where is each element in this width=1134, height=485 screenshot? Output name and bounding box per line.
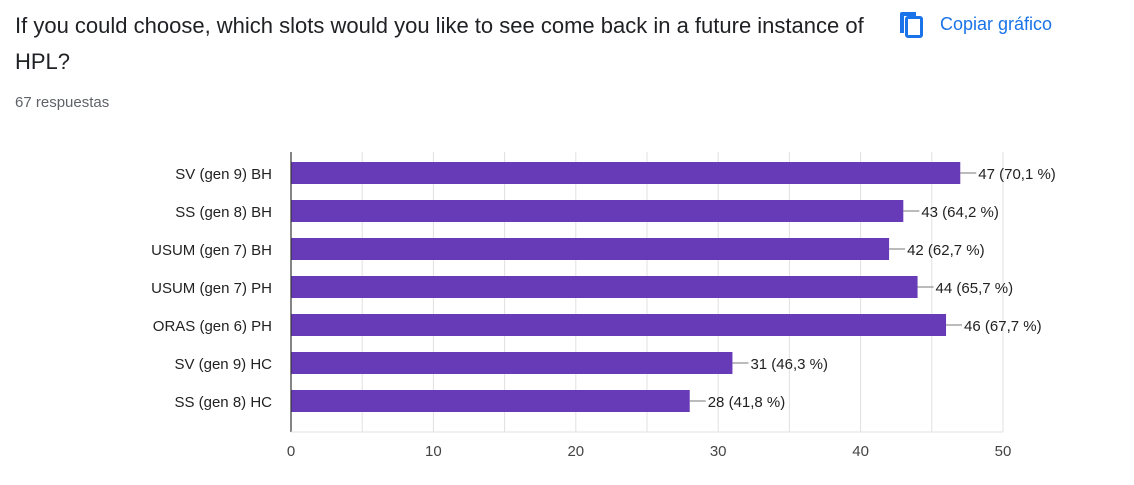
bar (291, 200, 904, 222)
category-label: SV (gen 9) BH (175, 166, 272, 183)
x-tick-label: 20 (567, 443, 584, 460)
data-label: 47 (70,1 %) (978, 166, 1056, 183)
question-title: If you could choose, which slots would y… (15, 13, 864, 74)
bar-chart: SV (gen 9) BH 47 (70,1 %) SS (gen 8) BH 43 … (0, 140, 1134, 470)
copy-icon (898, 9, 924, 39)
bar (291, 162, 961, 184)
data-label: 46 (67,7 %) (964, 318, 1042, 335)
category-label: ORAS (gen 6) PH (153, 318, 272, 335)
data-label: 44 (65,7 %) (936, 280, 1014, 297)
data-label: 28 (41,8 %) (708, 394, 786, 411)
category-label: USUM (gen 7) PH (151, 280, 272, 297)
bar (291, 352, 733, 374)
bar (291, 276, 918, 298)
response-count: 67 respuestas (15, 94, 110, 111)
bar (291, 390, 690, 412)
x-tick-label: 30 (710, 443, 727, 460)
bar (291, 314, 947, 336)
chart-svg: SV (gen 9) BH 47 (70,1 %) SS (gen 8) BH 43 … (151, 152, 1056, 460)
x-tick-label: 0 (287, 443, 295, 460)
category-label: SS (gen 8) BH (175, 204, 272, 221)
copy-chart-label: Copiar gráfico (940, 13, 1053, 34)
category-label: USUM (gen 7) BH (151, 242, 272, 259)
bar (291, 238, 890, 260)
category-label: SS (gen 8) HC (174, 394, 272, 411)
data-label: 31 (46,3 %) (750, 356, 828, 373)
x-tick-label: 10 (425, 443, 442, 460)
copy-chart-button[interactable]: Copiar gráfico (898, 6, 1052, 42)
x-tick-label: 50 (995, 443, 1012, 460)
x-tick-label: 40 (852, 443, 869, 460)
category-label: SV (gen 9) HC (174, 356, 272, 373)
data-label: 43 (64,2 %) (921, 204, 999, 221)
data-label: 42 (62,7 %) (907, 242, 985, 259)
